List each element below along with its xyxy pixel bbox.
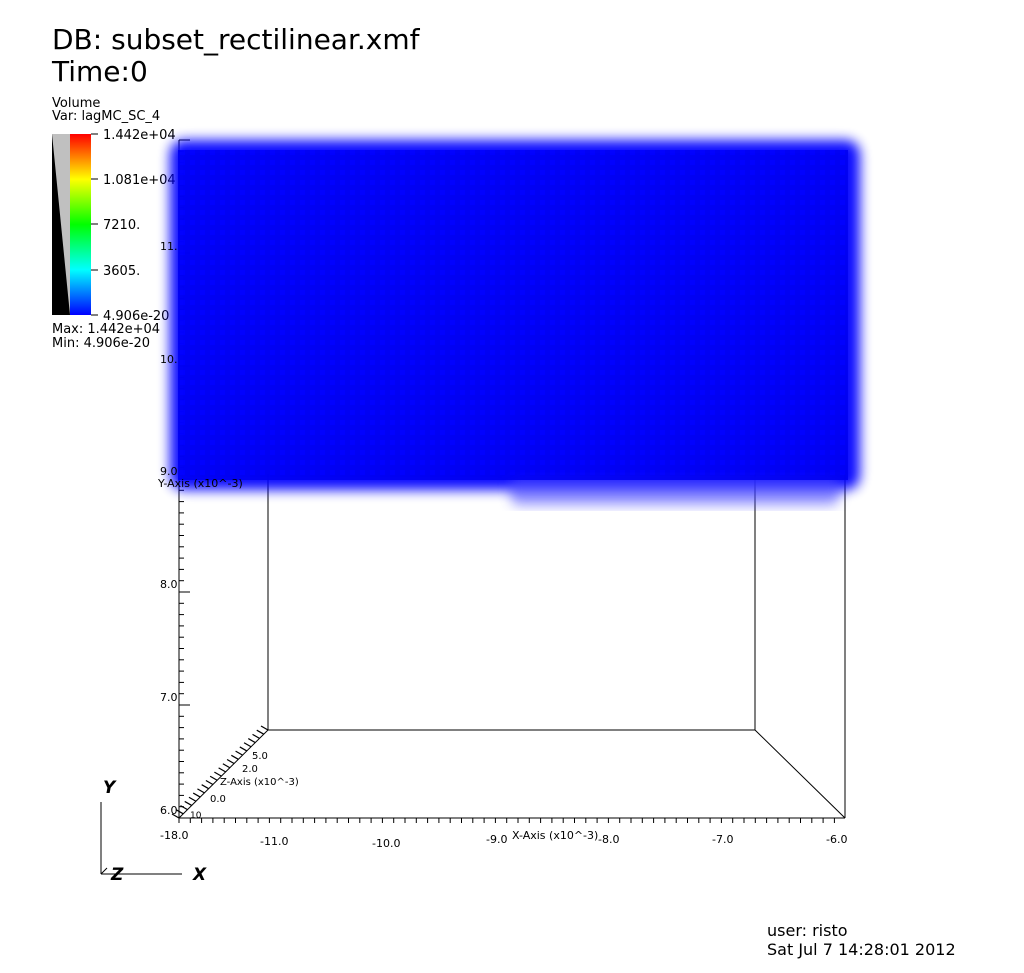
x-tick-label: -8.0	[598, 833, 619, 846]
legend-variable: Var: lagMC_SC_4	[52, 109, 161, 124]
x-tick-label: -10.0	[372, 837, 400, 850]
x-tick-label: -9.0	[486, 833, 507, 846]
triad-y-label: Y	[103, 778, 117, 798]
y-tick-label: 11.	[160, 240, 178, 253]
z-axis-label: Z-Axis (x10^-3)	[220, 777, 299, 788]
bounding-box	[178, 474, 846, 819]
z-tick-mark	[222, 763, 231, 769]
z-tick-mark	[239, 746, 248, 752]
z-axis-ticks	[171, 725, 269, 819]
volume-render	[170, 140, 860, 505]
z-tick-mark	[209, 775, 218, 781]
x-axis-ticks	[178, 818, 835, 823]
legend-max: Max: 1.442e+04	[52, 322, 161, 337]
z-tick-label: 0.0	[210, 794, 226, 805]
z-tick-mark	[256, 729, 265, 735]
triad-x-label: X	[192, 865, 207, 885]
z-tick-mark	[205, 779, 214, 785]
legend-tick-label: 7210.	[103, 218, 140, 233]
user-label: user: risto	[767, 921, 848, 940]
z-tick-mark	[243, 742, 252, 748]
z-tick-mark	[260, 725, 269, 731]
z-tick-mark	[201, 784, 209, 790]
legend-min: Min: 4.906e-20	[52, 336, 151, 351]
legend-colorbar	[52, 133, 98, 316]
z-tick-mark	[175, 809, 184, 815]
legend-tick-label: 3605.	[103, 264, 140, 279]
x-tick-label: -6.0	[826, 833, 847, 846]
z-tick-mark	[218, 767, 226, 773]
triad-z-label: Z	[110, 865, 124, 885]
x-tick-label: -7.0	[712, 833, 733, 846]
y-tick-label: 6.0	[160, 804, 178, 817]
z-tick-mark	[184, 800, 193, 806]
x-tick-label: -11.0	[260, 835, 288, 848]
legend-tick-label: 1.081e+04	[103, 173, 176, 188]
z-tick-mark	[171, 813, 180, 819]
z-tick-mark	[188, 796, 197, 802]
z-tick-label: 5.0	[252, 751, 268, 762]
legend-tick-label: 4.906e-20	[103, 309, 169, 324]
x-tick-label: -18.0	[160, 829, 188, 842]
date-label: Sat Jul 7 14:28:01 2012	[767, 940, 956, 959]
x-axis-label: X-Axis (x10^-3)	[512, 829, 598, 842]
y-tick-label: 8.0	[160, 578, 178, 591]
legend-tick-label: 1.442e+04	[103, 128, 176, 143]
time-label: Time:0	[52, 55, 148, 88]
z-tick-mark	[231, 754, 239, 760]
z-tick-mark	[197, 788, 205, 794]
orientation-triad	[100, 802, 182, 875]
z-tick-mark	[180, 805, 188, 811]
z-tick-label: 2.0	[242, 764, 258, 775]
z-tick-mark	[192, 792, 201, 798]
y-tick-label: 7.0	[160, 691, 178, 704]
z-tick-mark	[247, 738, 256, 744]
z-tick-label: 10	[190, 811, 202, 821]
z-tick-mark	[214, 771, 222, 777]
y-tick-label: 10.	[160, 353, 178, 366]
legend-plot-type: Volume	[52, 96, 101, 111]
y-axis-label: Y-Axis (x10^-3)	[157, 477, 243, 490]
y-tick-label: 9.0	[160, 465, 178, 478]
database-title: DB: subset_rectilinear.xmf	[52, 23, 420, 56]
z-tick-mark	[235, 750, 243, 756]
z-tick-mark	[252, 733, 260, 739]
z-tick-mark	[226, 759, 235, 765]
